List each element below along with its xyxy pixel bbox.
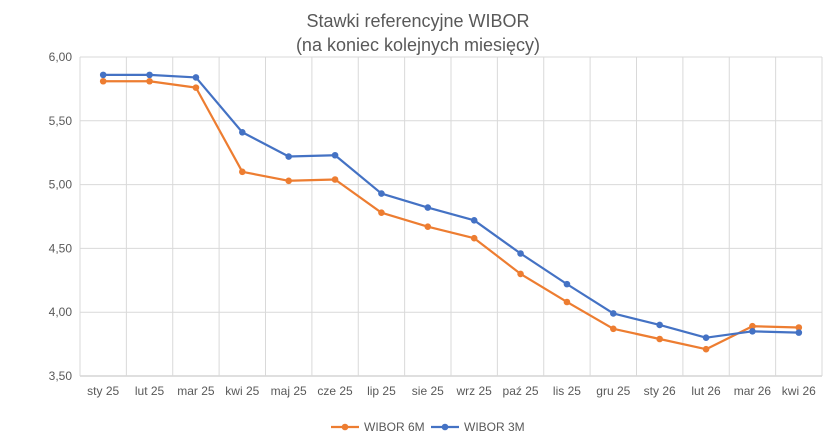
series-line-wibor-6m (103, 80, 799, 351)
x-tick-label: lis 25 (553, 384, 581, 398)
x-tick-label: mar 26 (734, 384, 772, 398)
data-point-wibor-3m (517, 250, 524, 257)
x-tick-label: sty 26 (644, 384, 676, 398)
data-point-wibor-6m (378, 209, 385, 216)
y-tick-label: 5,50 (49, 114, 73, 128)
data-point-wibor-3m (285, 153, 292, 160)
x-tick-label: gru 25 (596, 384, 630, 398)
data-point-wibor-6m (795, 324, 803, 331)
legend-label-wibor-3m: WIBOR 3M (464, 420, 525, 434)
data-point-wibor-3m (795, 329, 803, 336)
x-tick-label: sty 25 (87, 384, 119, 398)
legend-item-wibor-3m: WIBOR 3M (431, 420, 525, 434)
x-tick-label: lip 25 (367, 384, 396, 398)
legend-marker-wibor-6m (341, 423, 349, 431)
x-tick-label: lut 26 (691, 384, 721, 398)
legend-marker-wibor-3m (441, 423, 449, 431)
data-point-wibor-6m (285, 177, 292, 185)
data-point-wibor-6m (517, 270, 524, 278)
data-point-wibor-3m (470, 217, 478, 224)
x-tick-label: kwi 25 (225, 384, 259, 398)
y-tick-label: 3,50 (49, 369, 73, 383)
data-point-wibor-6m (702, 345, 710, 353)
data-point-wibor-3m (331, 151, 339, 159)
data-point-wibor-3m (424, 204, 432, 211)
legend-item-wibor-6m: WIBOR 6M (331, 420, 425, 434)
x-tick-label: paź 25 (503, 384, 539, 398)
chart-subtitle: (na koniec kolejnych miesięcy) (296, 35, 540, 55)
gridlines (79, 56, 823, 377)
data-point-wibor-3m (378, 190, 385, 197)
y-tick-label: 6,00 (49, 50, 73, 64)
data-point-wibor-6m (192, 84, 200, 91)
data-point-wibor-6m (656, 335, 663, 343)
data-point-wibor-3m (239, 128, 246, 136)
x-tick-label: cze 25 (317, 384, 353, 398)
y-axis-ticks: 3,50 4,00 4,50 5,00 5,50 6,00 (49, 50, 73, 383)
y-tick-label: 5,00 (49, 178, 73, 192)
x-tick-label: sie 25 (412, 384, 444, 398)
x-tick-label: mar 25 (177, 384, 215, 398)
data-point-wibor-3m (610, 310, 617, 317)
y-tick-label: 4,50 (49, 241, 73, 255)
data-point-wibor-6m (563, 298, 571, 306)
x-tick-label: kwi 26 (782, 384, 816, 398)
data-point-wibor-3m (749, 328, 756, 335)
data-point-wibor-6m (749, 322, 756, 330)
data-point-wibor-6m (470, 234, 478, 242)
x-tick-label: maj 25 (271, 384, 307, 398)
series-wibor-3m (99, 71, 803, 342)
x-tick-label: lut 25 (135, 384, 165, 398)
x-axis-ticks: sty 25 lut 25 mar 25 kwi 25 maj 25 cze 25 lip … (87, 384, 816, 398)
data-point-wibor-6m (424, 223, 432, 231)
series-wibor-6m (99, 77, 803, 353)
data-point-wibor-3m (656, 321, 663, 329)
data-point-wibor-3m (702, 334, 710, 342)
chart-title: Stawki referencyjne WIBOR (306, 11, 529, 31)
data-point-wibor-3m (563, 280, 571, 288)
legend: WIBOR 6M WIBOR 3M (331, 420, 525, 434)
y-tick-label: 4,00 (49, 305, 73, 319)
data-point-wibor-6m (146, 77, 153, 85)
legend-label-wibor-6m: WIBOR 6M (364, 420, 425, 434)
data-point-wibor-6m (99, 77, 107, 85)
series-line-wibor-3m (103, 73, 799, 339)
data-point-wibor-6m (610, 325, 617, 333)
x-tick-label: wrz 25 (456, 384, 493, 398)
series-lines (99, 71, 803, 353)
data-point-wibor-6m (331, 176, 339, 183)
data-point-wibor-6m (239, 168, 246, 176)
data-point-wibor-3m (192, 74, 200, 81)
data-point-wibor-3m (99, 71, 107, 79)
data-point-wibor-3m (146, 71, 153, 79)
